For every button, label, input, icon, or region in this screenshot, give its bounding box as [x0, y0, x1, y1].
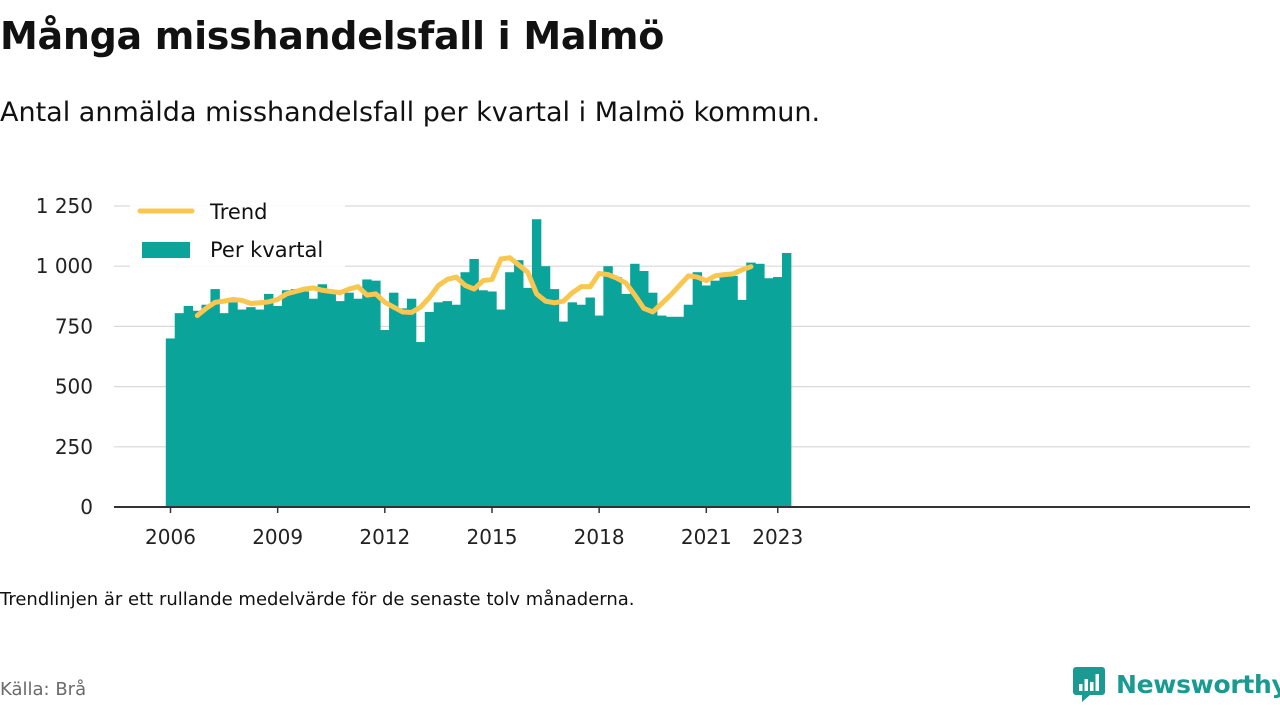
bar	[460, 272, 470, 507]
bars	[165, 219, 792, 508]
bar	[630, 263, 640, 507]
bar	[549, 289, 560, 507]
bar	[764, 278, 774, 507]
chart-subtitle: Antal anmälda misshandelsfall per kvarta…	[0, 97, 821, 128]
bar	[353, 298, 363, 507]
bar	[648, 292, 658, 507]
bar	[264, 293, 274, 507]
bar	[612, 277, 622, 507]
bar	[692, 272, 703, 507]
x-tick-label: 2018	[574, 525, 625, 549]
x-tick-label: 2009	[252, 525, 303, 549]
bar	[603, 266, 613, 507]
bar	[701, 285, 711, 507]
bar	[290, 289, 301, 507]
bar	[523, 287, 533, 507]
bar	[683, 304, 694, 507]
bar	[255, 309, 265, 507]
bar	[737, 299, 747, 507]
bar	[380, 330, 390, 507]
bar	[719, 273, 729, 507]
bar	[174, 313, 185, 507]
bar	[639, 271, 649, 507]
trend-line-layer	[194, 255, 754, 319]
bar	[746, 262, 756, 507]
bar	[621, 293, 631, 507]
bar	[594, 315, 604, 507]
bar	[755, 263, 765, 507]
legend-bar-swatch	[142, 242, 190, 258]
newsworthy-logo-icon	[1073, 667, 1105, 702]
chart-title: Många misshandelsfall i Malmö	[0, 14, 665, 58]
bar	[773, 277, 783, 507]
bar	[442, 301, 453, 507]
bar	[219, 313, 229, 507]
bar	[415, 342, 426, 507]
y-tick-label: 750	[55, 314, 93, 338]
bar	[576, 304, 586, 507]
bar	[344, 292, 354, 507]
bar	[165, 338, 176, 507]
trend-line	[194, 255, 754, 319]
bar	[531, 219, 542, 508]
axes: 0 250 500 750 1 000 1 250 2006 2009 2012 2015 2018…	[36, 194, 1250, 549]
y-tick-label: 500	[55, 375, 93, 399]
bar	[728, 275, 738, 507]
bar	[228, 302, 238, 507]
brand-name: Newsworthy	[1116, 669, 1280, 699]
y-tick-label: 1 000	[36, 254, 93, 278]
x-tick-label: 2006	[145, 525, 196, 549]
bar	[183, 305, 194, 507]
bar	[272, 305, 283, 507]
bar	[210, 289, 220, 507]
bar	[478, 290, 488, 507]
newsworthy-logo[interactable]: Newsworthy	[1072, 665, 1280, 703]
bar	[192, 310, 202, 507]
bar	[665, 316, 676, 507]
bar	[308, 298, 319, 507]
x-tick-label: 2012	[359, 525, 410, 549]
x-tick-label: 2015	[467, 525, 518, 549]
bar	[326, 290, 336, 507]
bar	[585, 297, 595, 507]
bar	[406, 298, 417, 507]
x-tick-label: 2021	[681, 525, 732, 549]
bar	[299, 291, 310, 507]
bar	[514, 260, 524, 507]
bar-chart: 0 250 500 750 1 000 1 250 2006 2009 2012 2015 2018…	[36, 190, 1250, 549]
bar	[335, 301, 345, 507]
bar	[469, 258, 479, 507]
bar	[567, 302, 578, 507]
x-tick-label: 2023	[752, 525, 803, 549]
legend-bar-label: Per kvartal	[210, 238, 323, 262]
bar	[424, 311, 435, 507]
bar	[505, 272, 515, 507]
y-tick-label: 1 250	[36, 194, 93, 218]
footnote: Trendlinjen är ett rullande medelvärde f…	[0, 589, 635, 610]
bar	[246, 307, 256, 507]
legend: Trend Per kvartal	[130, 190, 345, 270]
bar	[781, 252, 792, 507]
y-tick-label: 250	[55, 435, 93, 459]
source-label: Källa: Brå	[0, 679, 87, 700]
bar	[656, 315, 667, 507]
bar	[397, 308, 408, 507]
bar	[674, 316, 685, 507]
bar	[362, 279, 372, 507]
bar	[371, 280, 381, 507]
y-tick-label: 0	[80, 495, 93, 519]
bar	[710, 280, 720, 507]
bar	[433, 302, 444, 507]
bar	[281, 290, 292, 507]
bar	[389, 292, 399, 507]
bar	[540, 266, 551, 507]
bar	[317, 284, 328, 507]
bar	[201, 304, 211, 507]
bar	[451, 304, 461, 507]
bar	[558, 321, 569, 507]
bar	[487, 291, 497, 507]
bar	[496, 309, 506, 507]
bar	[237, 309, 247, 507]
legend-trend-label: Trend	[209, 200, 267, 224]
